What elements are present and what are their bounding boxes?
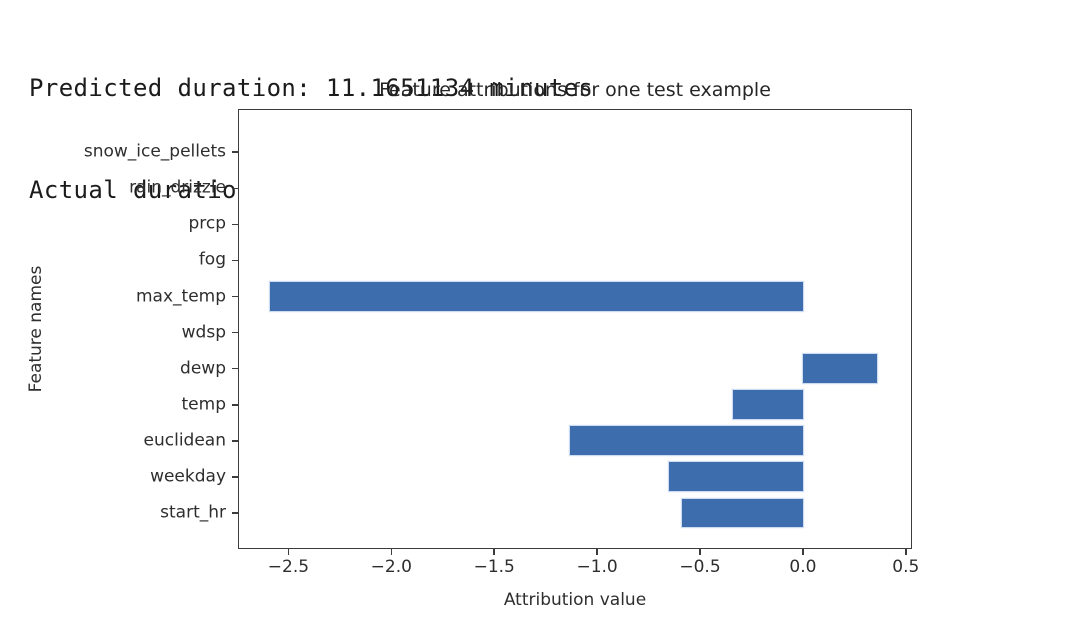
x-tick-mark (287, 549, 290, 555)
xtick-label-−2.0: −2.0 (370, 557, 412, 577)
x-tick-mark (802, 549, 804, 555)
bar-weekday (669, 462, 803, 492)
y-tick-mark (232, 367, 238, 370)
xtick-label-0.5: 0.5 (892, 557, 920, 577)
ytick-label-euclidean: euclidean (143, 430, 226, 451)
bar-dewp (802, 354, 877, 384)
chart-title: Feature attributions for one test exampl… (379, 79, 771, 101)
ytick-label-start_hr: start_hr (160, 502, 226, 523)
ytick-label-fog: fog (198, 250, 226, 271)
ytick-label-dewp: dewp (180, 358, 226, 379)
ytick-label-rain_drizzle: rain_drizzle (129, 177, 226, 198)
x-tick-mark (596, 549, 598, 555)
y-tick-mark (232, 259, 238, 262)
y-tick-mark (232, 151, 238, 154)
ytick-label-prcp: prcp (188, 214, 226, 235)
predicted-duration-text: Predicted duration: 11.1651134 minutes (29, 74, 594, 102)
bar-start_hr (681, 498, 803, 528)
ytick-label-max_temp: max_temp (135, 286, 226, 307)
x-tick-mark (493, 549, 496, 555)
y-tick-mark (232, 187, 238, 190)
y-tick-mark (232, 440, 238, 442)
xtick-label-−2.5: −2.5 (267, 557, 310, 577)
y-tick-mark (232, 295, 238, 298)
y-tick-mark (232, 476, 238, 478)
ytick-label-snow_ice_pellets: snow_ice_pellets (83, 141, 226, 162)
bar-max_temp (269, 282, 803, 311)
x-tick-mark (699, 549, 701, 555)
plot-area (238, 109, 912, 549)
x-tick-mark (905, 549, 907, 555)
xtick-label-0.0: 0.0 (789, 557, 817, 577)
y-tick-mark (232, 331, 238, 334)
xtick-label-−0.5: −0.5 (679, 557, 721, 577)
x-tick-mark (390, 549, 393, 555)
y-tick-mark (232, 512, 238, 514)
bar-temp (732, 390, 803, 420)
y-tick-mark (232, 403, 238, 406)
ytick-label-weekday: weekday (150, 466, 226, 487)
x-axis-label: Attribution value (503, 590, 647, 610)
bar-euclidean (570, 426, 803, 456)
y-tick-mark (232, 223, 238, 226)
xtick-label-−1.5: −1.5 (473, 557, 515, 577)
ytick-label-wdsp: wdsp (181, 322, 226, 343)
ytick-label-temp: temp (181, 394, 226, 415)
xtick-label-−1.0: −1.0 (576, 557, 618, 577)
